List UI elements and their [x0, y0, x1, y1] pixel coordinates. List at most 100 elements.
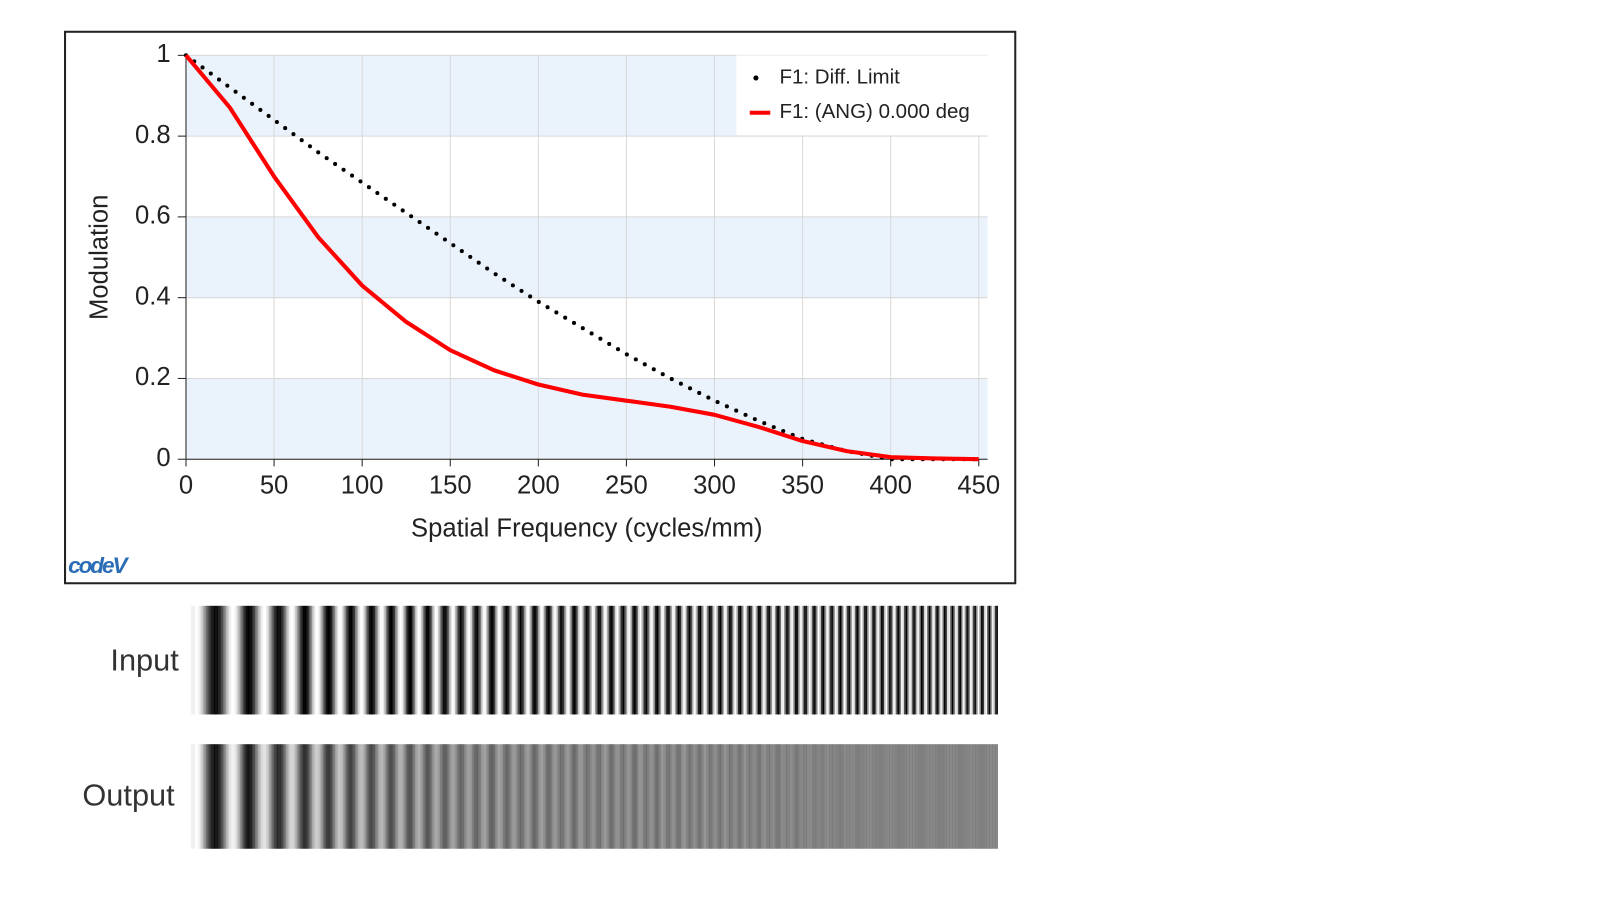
output-label: Output — [82, 778, 175, 813]
input-stripe — [515, 605, 517, 715]
input-stripe — [585, 605, 588, 715]
input-stripe — [739, 605, 742, 715]
output-stripe — [698, 744, 700, 849]
input-stripe — [468, 605, 471, 715]
input-stripe — [285, 605, 288, 715]
input-stripe — [905, 605, 908, 715]
input-stripe — [388, 605, 391, 715]
input-stripe — [728, 605, 731, 715]
input-stripe — [410, 605, 413, 715]
series-line — [183, 53, 981, 462]
output-stripe — [518, 744, 520, 849]
output-stripe — [521, 744, 523, 849]
output-stripe — [487, 744, 489, 849]
output-stripe — [754, 744, 757, 849]
output-stripe — [819, 744, 822, 849]
output-stripe — [473, 744, 476, 849]
input-stripe — [848, 605, 851, 715]
input-stripe — [733, 605, 736, 715]
input-stripe — [250, 605, 253, 715]
input-stripe — [348, 605, 351, 715]
output-stripe — [468, 744, 471, 849]
output-stripe — [419, 744, 422, 849]
output-stripe — [774, 744, 777, 849]
output-stripe — [278, 744, 280, 849]
input-stripe — [198, 605, 200, 715]
output-stripe — [502, 744, 505, 849]
output-stripe — [562, 744, 565, 849]
output-stripe — [327, 744, 330, 849]
output-stripe — [831, 744, 834, 849]
input-stripe — [275, 605, 277, 715]
input-stripe — [279, 605, 282, 715]
input-stripe — [811, 605, 814, 715]
input-stripe — [817, 605, 820, 715]
output-stripe — [282, 744, 285, 849]
input-stripe — [315, 605, 317, 715]
input-stripe — [602, 605, 605, 715]
output-stripe — [651, 744, 654, 849]
input-stripe — [953, 605, 955, 715]
input-stripe — [656, 605, 659, 715]
output-stripe — [983, 744, 986, 849]
input-stripe — [548, 605, 551, 715]
input-stripe — [545, 605, 548, 715]
legend-box — [736, 55, 991, 136]
output-stripe — [911, 744, 914, 849]
output-stripe — [398, 744, 400, 849]
output-stripe — [295, 744, 297, 849]
output-stripe — [461, 744, 463, 849]
input-stripe — [604, 605, 606, 715]
output-stripe — [864, 744, 866, 849]
output-stripe — [393, 744, 396, 849]
input-stripe — [779, 605, 782, 715]
output-stripe — [256, 744, 259, 849]
input-stripe — [541, 605, 543, 715]
input-stripe — [504, 605, 506, 715]
output-stripe — [962, 744, 965, 849]
x-tick-label: 150 — [429, 472, 472, 500]
input-stripe — [225, 605, 228, 715]
input-stripe — [822, 605, 825, 715]
input-stripe — [387, 605, 390, 715]
output-stripe — [987, 744, 989, 849]
input-stripe — [555, 605, 557, 715]
input-stripe — [352, 605, 354, 715]
input-stripe — [674, 605, 677, 715]
input-stripe — [971, 605, 974, 715]
input-stripe — [418, 605, 420, 715]
output-stripe — [588, 744, 591, 849]
output-stripe — [342, 744, 345, 849]
input-stripe — [790, 605, 792, 715]
input-stripe — [684, 605, 686, 715]
input-stripe — [404, 605, 406, 715]
output-stripe — [662, 744, 665, 849]
input-stripe — [571, 605, 574, 715]
output-stripe — [787, 744, 789, 849]
input-stripe — [364, 605, 366, 715]
input-stripe — [241, 605, 243, 715]
input-stripe — [453, 605, 456, 715]
input-stripe — [302, 605, 305, 715]
input-stripe — [232, 605, 234, 715]
input-stripe — [650, 605, 652, 715]
output-stripe — [834, 744, 837, 849]
output-stripe — [262, 744, 265, 849]
output-stripe — [601, 744, 603, 849]
input-stripe — [425, 605, 428, 715]
input-stripe — [462, 605, 465, 715]
legend-label: F1: Diff. Limit — [779, 65, 900, 88]
output-stripe — [412, 744, 414, 849]
output-stripe — [741, 744, 743, 849]
input-stripe — [596, 605, 599, 715]
input-stripe — [691, 605, 694, 715]
output-stripe — [991, 744, 994, 849]
input-stripe — [558, 605, 560, 715]
input-stripe — [613, 605, 616, 715]
input-stripe — [584, 605, 586, 715]
output-stripe — [654, 744, 657, 849]
input-stripe — [888, 605, 891, 715]
input-stripe — [991, 605, 994, 715]
output-stripe — [585, 744, 588, 849]
output-stripe — [290, 744, 293, 849]
